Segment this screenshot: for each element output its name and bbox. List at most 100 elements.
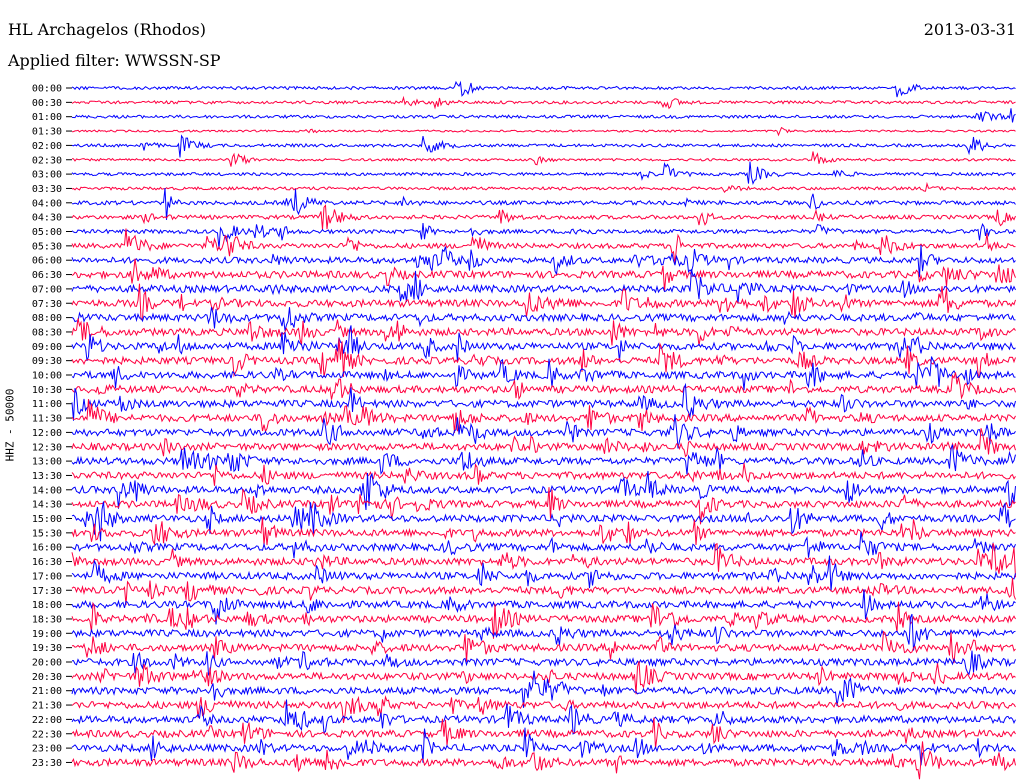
seismic-trace [71,661,1016,695]
row-label: 05:30 [32,241,62,252]
row-label: 07:30 [32,299,62,310]
seismic-trace [71,444,1016,475]
seismic-trace [71,531,1016,559]
row-label: 23:30 [32,758,62,769]
seismic-trace [71,325,1016,362]
row-label: 20:30 [32,672,62,683]
seismic-trace [71,695,1016,723]
seismic-trace [71,517,1016,547]
seismic-trace [71,372,1016,401]
row-label: 08:00 [32,313,62,324]
seismic-trace [71,356,1016,391]
seismic-trace [71,134,1016,158]
seismic-trace [71,204,1016,230]
station-title: HL Archagelos (Rhodos) [8,20,206,39]
traces [71,80,1016,780]
seismic-trace [71,428,1016,458]
row-labels: 00:00 00:30 01:00 01:30 02:00 02:30 03:00 03:30… [32,84,72,769]
row-label: 19:00 [32,629,62,640]
row-label: 07:00 [32,284,62,295]
row-label: 22:00 [32,715,62,726]
seismic-trace [71,151,1016,167]
seismic-trace [71,650,1016,677]
row-label: 14:30 [32,500,62,511]
seismic-trace [71,487,1016,525]
row-label: 16:00 [32,543,62,554]
seismic-trace [71,613,1016,651]
seismic-trace [71,307,1016,331]
row-label: 04:30 [32,213,62,224]
row-label: 21:30 [32,701,62,712]
seismic-trace [71,222,1016,249]
row-label: 17:00 [32,571,62,582]
row-label: 20:00 [32,658,62,669]
seismic-trace [71,80,1016,98]
row-label: 18:30 [32,614,62,625]
seismic-trace [71,670,1016,708]
seismic-trace [71,95,1016,110]
row-label: 13:30 [32,471,62,482]
seismic-trace [71,470,1016,511]
seismic-trace [71,601,1016,639]
row-label: 10:30 [32,385,62,396]
seismic-trace [71,382,1016,421]
row-label: 22:30 [32,729,62,740]
row-label: 10:00 [32,371,62,382]
seismic-trace [71,269,1016,304]
row-label: 12:30 [32,442,62,453]
seismic-trace [71,126,1016,137]
row-label: 18:00 [32,600,62,611]
row-label: 11:00 [32,399,62,410]
row-label: 13:00 [32,457,62,468]
row-label: 03:00 [32,170,62,181]
row-label: 00:30 [32,98,62,109]
seismic-trace [71,181,1016,194]
seismic-trace [71,717,1016,749]
seismic-trace [71,318,1016,346]
row-label: 01:00 [32,112,62,123]
row-label: 06:00 [32,256,62,267]
row-label: 17:30 [32,586,62,597]
seismic-trace [71,741,1016,780]
row-label: 09:30 [32,356,62,367]
seismic-trace [71,630,1016,664]
row-label: 03:30 [32,184,62,195]
row-label: 08:30 [32,327,62,338]
seismic-trace [71,258,1016,292]
seismic-trace [71,414,1016,449]
seismic-trace [71,161,1016,186]
seismic-trace [71,501,1016,542]
row-label: 02:30 [32,155,62,166]
row-label: 09:00 [32,342,62,353]
row-label: 15:00 [32,514,62,525]
row-label: 00:00 [32,84,62,95]
row-label: 04:00 [32,198,62,209]
seismic-trace [71,283,1016,321]
seismic-trace [71,727,1016,766]
row-label: 11:30 [32,414,62,425]
seismic-trace [71,555,1016,592]
seismic-trace [71,589,1016,625]
filter-label: Applied filter: WWSSN-SP [8,51,221,70]
row-label: 23:00 [32,744,62,755]
seismic-trace [71,399,1016,434]
row-label: 12:00 [32,428,62,439]
row-label: 14:00 [32,485,62,496]
row-label: 16:30 [32,557,62,568]
seismic-trace [71,108,1016,123]
record-date: 2013-03-31 [923,20,1016,39]
row-label: 19:30 [32,643,62,654]
seismic-trace [71,699,1016,735]
seismic-trace [71,542,1016,578]
row-label: 02:00 [32,141,62,152]
row-label: 21:00 [32,686,62,697]
seismic-trace [71,228,1016,265]
seismic-trace [71,338,1016,379]
seismic-trace [71,244,1016,278]
seismic-trace [72,187,1016,220]
seismic-trace [71,462,1016,486]
row-label: 01:30 [32,127,62,138]
seismic-trace [71,577,1016,606]
row-label: 05:00 [32,227,62,238]
